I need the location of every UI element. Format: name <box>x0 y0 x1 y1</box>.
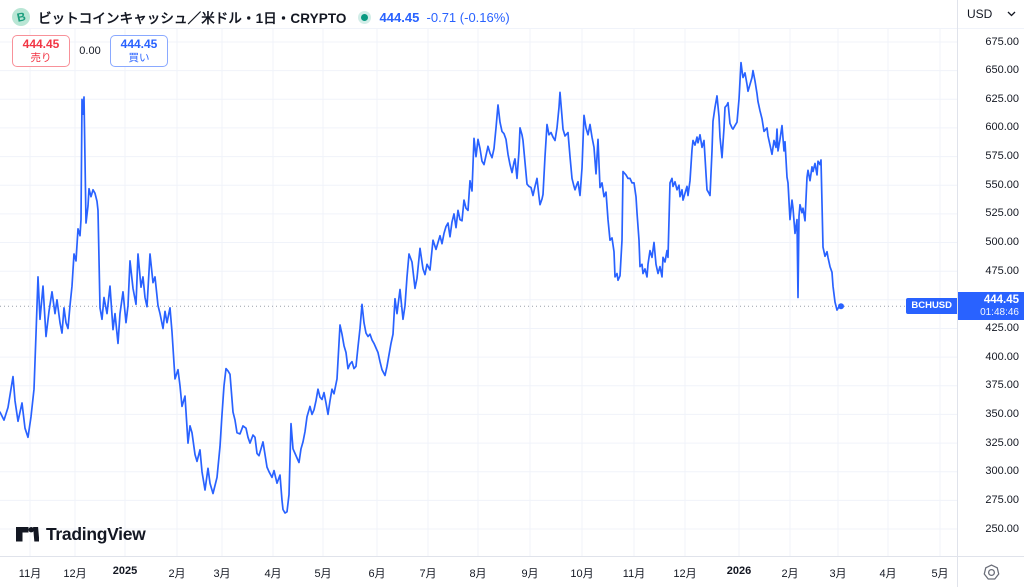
price-axis-tick: 675.00 <box>985 35 1019 48</box>
price-axis[interactable]: USD 675.00 650.00 625.00 600.00 575.00 550.00… <box>957 0 1024 556</box>
time-axis-tick: 4月 <box>264 568 282 580</box>
price-axis-tick: 325.00 <box>985 436 1019 449</box>
price-axis-tick: 500.00 <box>985 236 1019 248</box>
tradingview-logo[interactable]: TradingView <box>16 524 146 545</box>
currency-label: USD <box>967 7 993 21</box>
bitcoin-cash-icon: B <box>12 8 30 26</box>
symbol-title-row: B ビットコインキャッシュ／米ドル・1日・CRYPTO 444.45 -0.71… <box>12 6 510 28</box>
buy-label: 買い <box>128 51 150 64</box>
bar-countdown: 01:48:46 <box>980 307 1019 318</box>
market-status-dot <box>360 13 368 21</box>
tradingview-logo-text: TradingView <box>46 524 146 544</box>
price-axis-tick: 650.00 <box>985 64 1019 77</box>
price-axis-tick: 350.00 <box>985 407 1019 420</box>
quote-change: -0.71 <box>426 9 457 25</box>
sell-label: 売り <box>30 51 52 64</box>
time-axis-tick: 5月 <box>314 568 332 580</box>
time-axis-tick: 5月 <box>931 568 949 580</box>
sell-price: 444.45 <box>22 37 60 52</box>
price-axis-tick: 250.00 <box>985 522 1019 535</box>
price-chart-pane[interactable] <box>0 0 957 556</box>
time-axis-tick: 11月 <box>18 568 42 580</box>
time-axis-tick: 8月 <box>469 568 487 580</box>
buy-button[interactable]: 444.45 買い <box>110 35 168 67</box>
spread-value: 0.00 <box>79 45 101 57</box>
time-axis-tick: 4月 <box>879 568 897 580</box>
time-axis-tick: 2月 <box>781 568 799 580</box>
time-axis-tick: 2025 <box>112 565 138 577</box>
time-axis-tick: 12月 <box>63 568 87 580</box>
axis-corner <box>957 556 1024 587</box>
quote-summary: 444.45 -0.71 (-0.16%) <box>380 10 510 25</box>
time-axis-tick: 11月 <box>622 568 646 580</box>
price-axis-tick: 475.00 <box>985 264 1019 277</box>
price-axis-tick: 625.00 <box>985 92 1019 105</box>
settings-gear-icon[interactable] <box>983 563 1000 581</box>
bitcoin-cash-icon-letter: B <box>15 9 27 25</box>
time-axis-tick: 12月 <box>673 568 697 580</box>
buy-price: 444.45 <box>120 37 158 52</box>
chevron-down-icon <box>1007 11 1016 17</box>
symbol-price-tag: BCHUSD <box>906 298 957 314</box>
time-axis-tick: 2月 <box>168 568 186 580</box>
price-axis-tick: 300.00 <box>985 465 1019 478</box>
price-axis-tick: 275.00 <box>985 493 1019 506</box>
current-price-value: 444.45 <box>983 294 1019 306</box>
time-axis-tick: 7月 <box>419 568 437 580</box>
time-axis-tick: 2026 <box>726 565 752 577</box>
chart-header: B ビットコインキャッシュ／米ドル・1日・CRYPTO 444.45 -0.71… <box>12 6 510 67</box>
time-axis-tick: 3月 <box>213 568 231 580</box>
price-axis-tick: 575.00 <box>985 150 1019 163</box>
price-line-series <box>0 61 842 514</box>
price-axis-tick: 375.00 <box>985 379 1019 392</box>
quote-last-price: 444.45 <box>379 9 420 25</box>
quote-change-percent: (-0.16%) <box>459 9 510 25</box>
time-axis[interactable]: 11月 12月 2025 2月 3月 4月 5月 6月 7月 8月 9月 10月 11月 12月 2026 2… <box>0 556 957 587</box>
price-axis-tick: 400.00 <box>985 350 1019 363</box>
price-axis-tick: 600.00 <box>985 121 1019 134</box>
time-axis-tick: 3月 <box>829 568 847 580</box>
time-axis-tick: 10月 <box>570 568 594 580</box>
trade-buttons-row: 444.45 売り 0.00 444.45 買い <box>12 35 510 67</box>
price-axis-tick: 550.00 <box>985 178 1019 191</box>
current-price-label: 444.45 01:48:46 <box>958 292 1024 320</box>
last-price-dot <box>838 303 844 310</box>
symbol-title[interactable]: ビットコインキャッシュ／米ドル・1日・CRYPTO <box>38 11 347 26</box>
price-axis-tick: 525.00 <box>985 207 1019 220</box>
time-axis-tick: 6月 <box>368 568 386 580</box>
time-axis-tick: 9月 <box>521 568 539 580</box>
tradingview-logo-mark <box>16 527 39 542</box>
sell-button[interactable]: 444.45 売り <box>12 35 70 67</box>
price-axis-tick: 425.00 <box>985 322 1019 334</box>
currency-dropdown[interactable]: USD <box>958 0 1024 29</box>
